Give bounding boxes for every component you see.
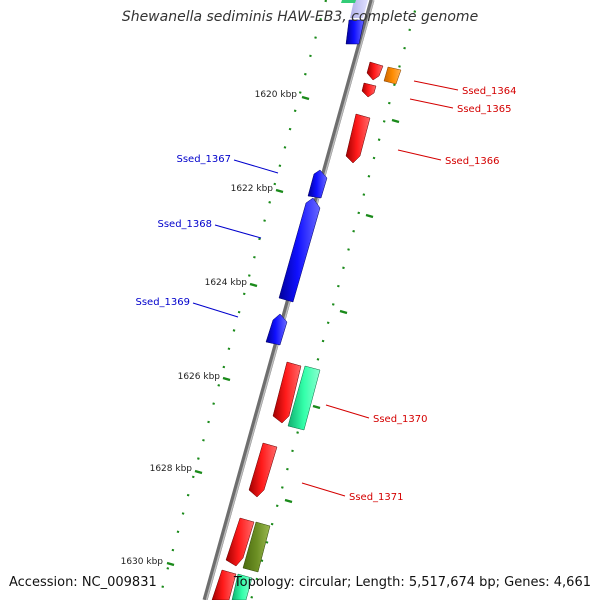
major-tick: [166, 561, 175, 567]
label-ssed-1370[interactable]: Ssed_1370: [373, 414, 428, 425]
ruler-label-1622: 1622 kbp: [231, 184, 274, 194]
pale-feature[interactable]: [350, 0, 368, 18]
inner-gene-track: [211, 169, 328, 600]
label-ssed-1364[interactable]: Ssed_1364: [462, 86, 517, 97]
gene-ssed-1370[interactable]: [272, 361, 302, 424]
ruler-label-1624: 1624 kbp: [205, 278, 248, 288]
major-tick: [312, 404, 321, 410]
olive-feature[interactable]: [242, 521, 271, 573]
major-tick: [284, 498, 293, 504]
gene-ssed-1364[interactable]: [366, 61, 384, 81]
outer-gene-track: [231, 0, 402, 600]
ruler-label-1628: 1628 kbp: [150, 464, 193, 474]
major-tick: [275, 188, 284, 194]
gene-blue-top[interactable]: [345, 19, 365, 45]
leader-lines: [192, 80, 459, 497]
major-tick: [365, 213, 374, 219]
major-tick: [301, 95, 310, 101]
gene-ssed-1371[interactable]: [248, 442, 278, 498]
leader-ssed-1367: [233, 159, 279, 174]
major-tick: [249, 282, 258, 288]
map-title: Shewanella sediminis HAW-EB3, complete g…: [121, 9, 479, 25]
ruler-label-1620: 1620 kbp: [255, 90, 298, 100]
leader-ssed-1366: [397, 149, 442, 161]
ruler-labels: 1620 kbp 1622 kbp 1624 kbp 1626 kbp 1628…: [121, 90, 298, 567]
major-tick: [339, 309, 348, 315]
label-ssed-1371[interactable]: Ssed_1371: [349, 492, 404, 503]
gene-red-edge[interactable]: [211, 569, 237, 600]
gene-ssed-1368[interactable]: [278, 197, 321, 303]
leader-ssed-1364: [413, 80, 459, 91]
label-ssed-1369[interactable]: Ssed_1369: [135, 297, 190, 308]
leader-ssed-1369: [192, 302, 239, 318]
label-ssed-1365[interactable]: Ssed_1365: [457, 104, 512, 115]
label-ssed-1366[interactable]: Ssed_1366: [445, 156, 500, 167]
inner-major-ticks: [166, 95, 310, 567]
orange-feature[interactable]: [383, 66, 402, 85]
leader-ssed-1365: [409, 98, 454, 109]
gene-ssed-1366[interactable]: [345, 113, 371, 164]
major-tick: [391, 118, 400, 124]
label-ssed-1367[interactable]: Ssed_1367: [176, 154, 231, 165]
ruler-label-1630: 1630 kbp: [121, 557, 164, 567]
major-tick: [194, 469, 203, 475]
gene-red-bottom[interactable]: [225, 517, 255, 567]
accession-text: Accession: NC_009831: [9, 575, 157, 590]
green-feature-top[interactable]: [341, 0, 356, 3]
outer-major-ticks: [284, 118, 400, 504]
teal-feature-bottom[interactable]: [231, 573, 253, 600]
leader-ssed-1370: [325, 404, 370, 419]
label-ssed-1368[interactable]: Ssed_1368: [157, 219, 212, 230]
gene-ssed-1367[interactable]: [307, 169, 328, 199]
topology-text: Topology: circular; Length: 5,517,674 bp…: [233, 575, 591, 590]
leader-ssed-1368: [214, 224, 262, 239]
teal-feature[interactable]: [287, 365, 321, 431]
major-tick: [222, 376, 231, 382]
ruler-label-1626: 1626 kbp: [178, 372, 221, 382]
gene-labels: Ssed_1364 Ssed_1365 Ssed_1366 Ssed_1367 …: [135, 86, 516, 503]
gene-ssed-1369[interactable]: [265, 313, 288, 346]
gene-ssed-1365[interactable]: [361, 82, 377, 98]
leader-ssed-1371: [301, 482, 346, 497]
